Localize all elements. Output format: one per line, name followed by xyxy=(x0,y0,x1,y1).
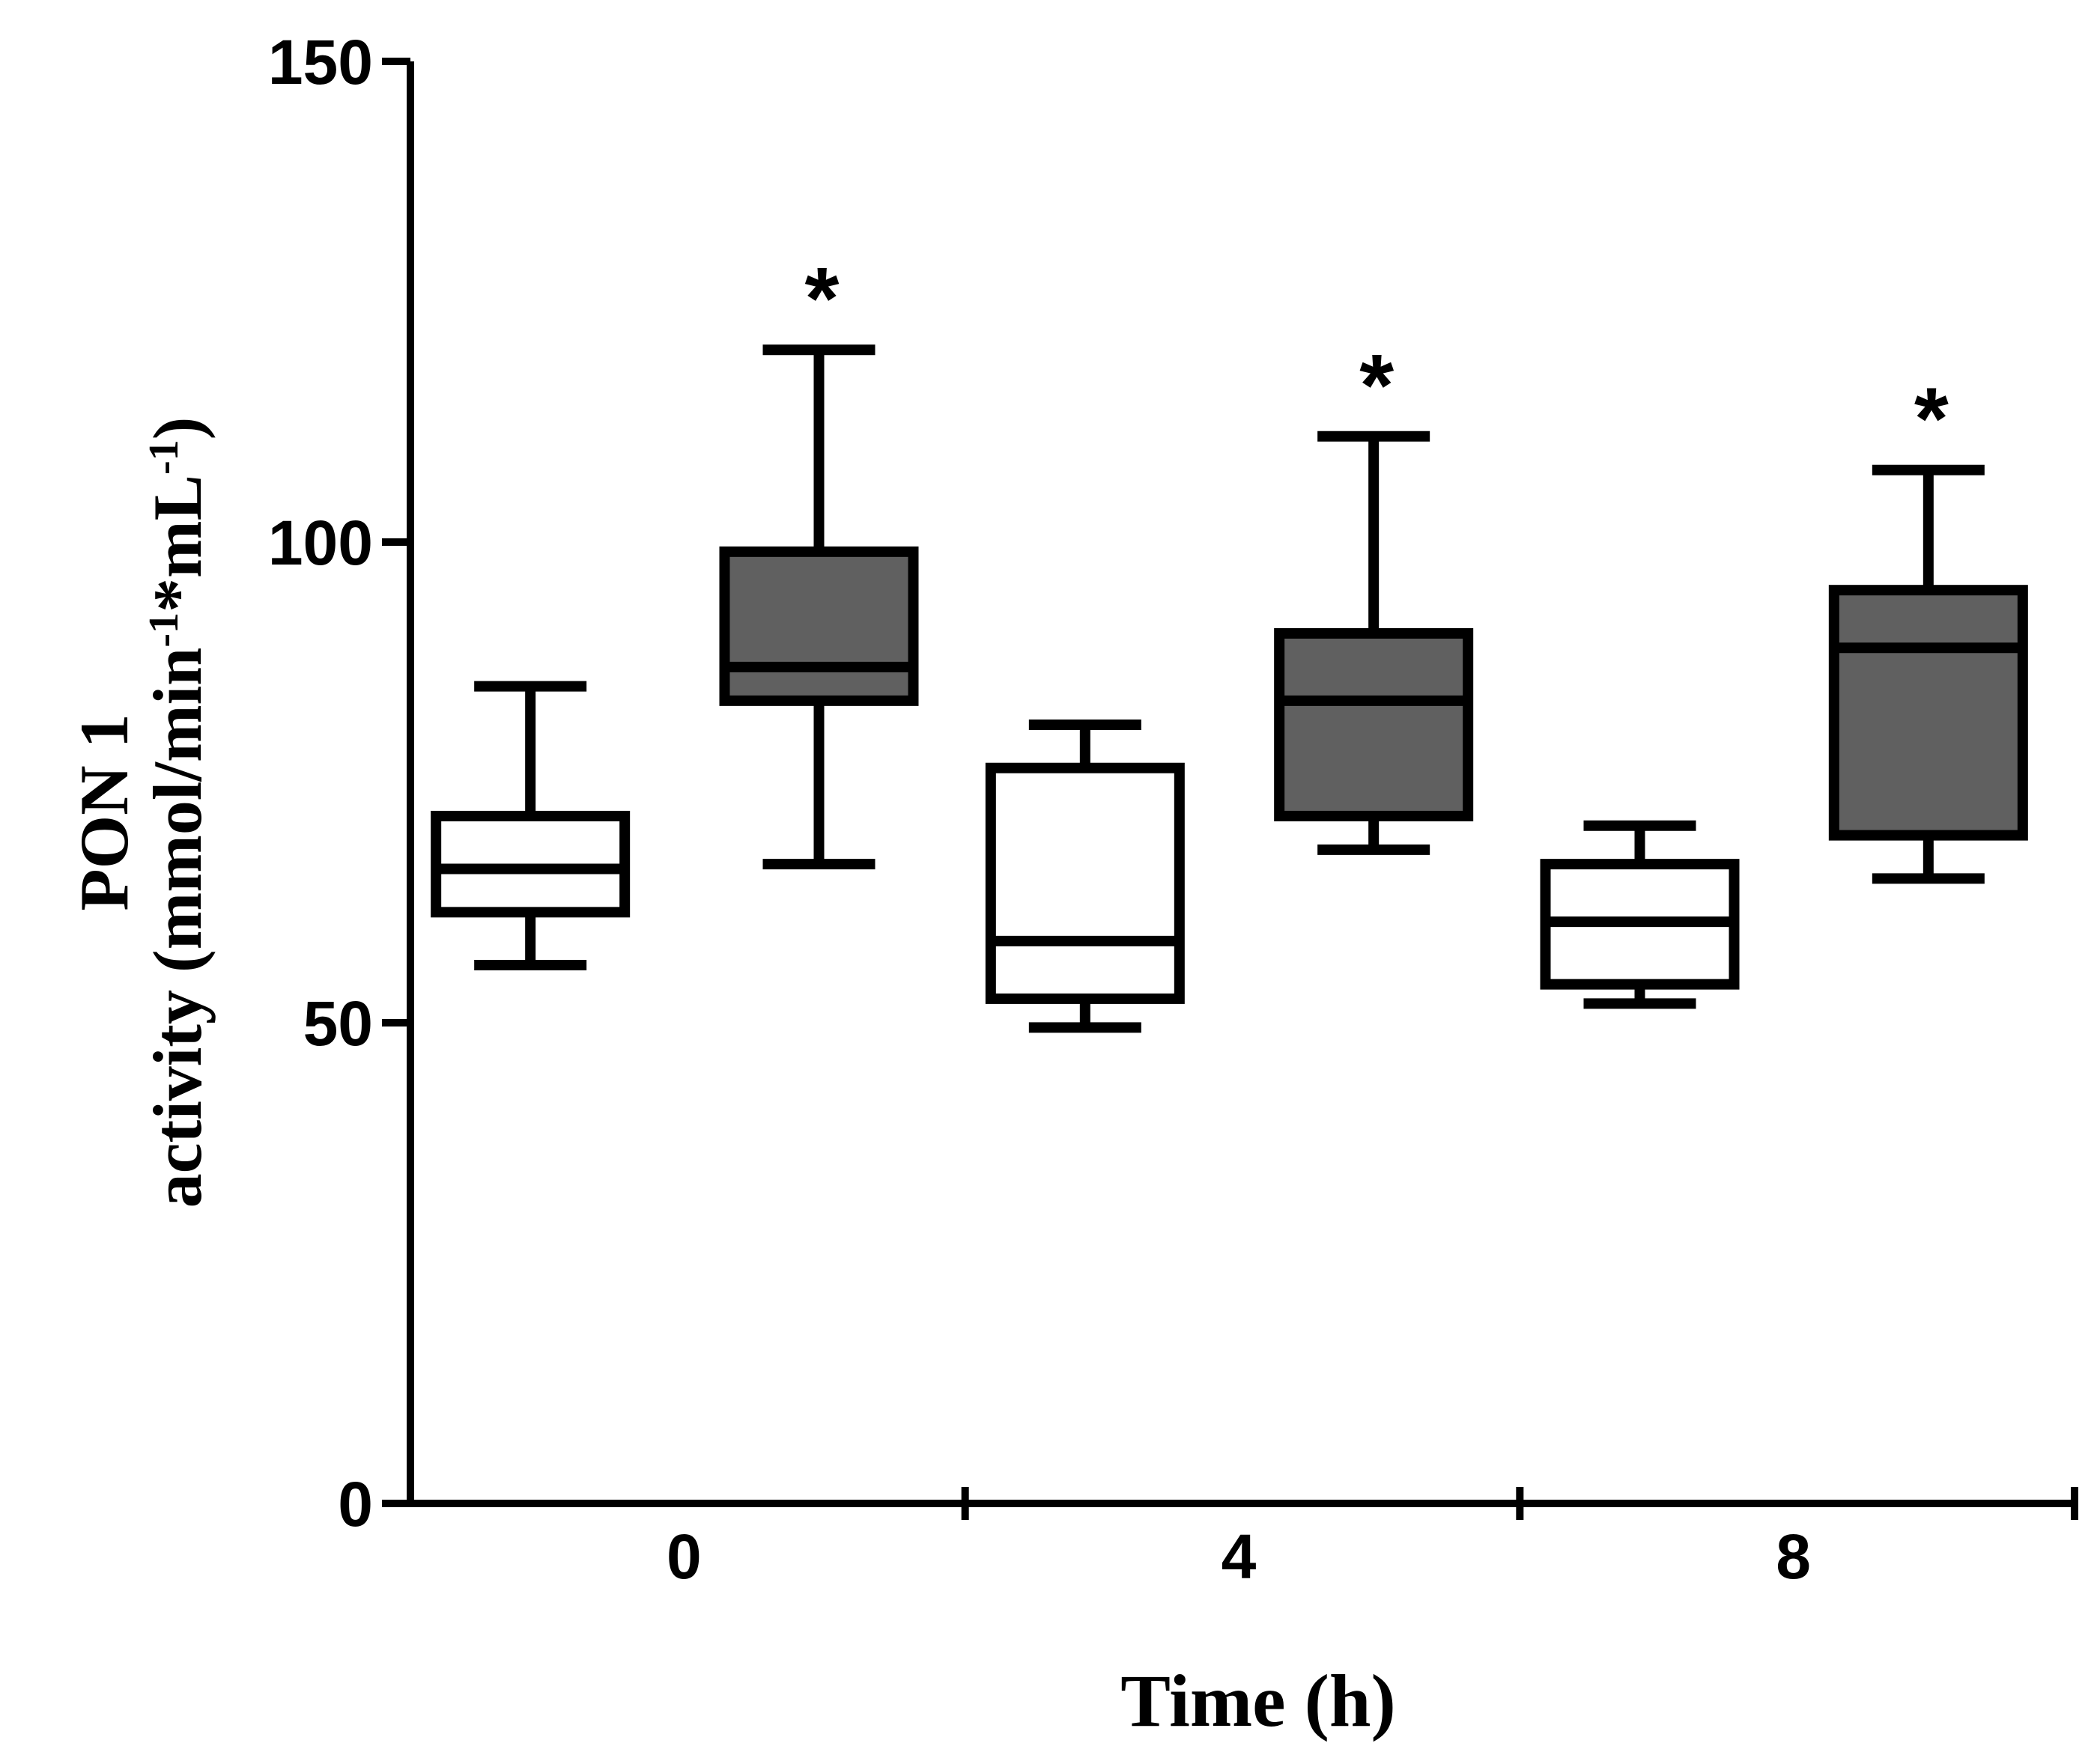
y-ticks: 0 50 100 150 xyxy=(268,27,410,1539)
x-tick-label-4: 4 xyxy=(1222,1521,1257,1592)
y-tick-label-150: 150 xyxy=(268,27,373,97)
axes: 0 50 100 150 0 4 8 xyxy=(268,27,2078,1592)
box-control-0 xyxy=(431,681,631,970)
significance-marker: * xyxy=(1914,370,1949,469)
x-ticks: 0 4 8 xyxy=(667,1487,2078,1592)
box-treated-4: * xyxy=(1274,336,1474,855)
y-axis-title-mid: *mL xyxy=(139,475,216,612)
significance-marker: * xyxy=(1359,336,1394,435)
box-control-8 xyxy=(1540,820,1740,1009)
x-tick-label-0: 0 xyxy=(667,1521,702,1592)
iqr-box xyxy=(1274,627,1474,821)
significance-marker: * xyxy=(805,249,840,348)
y-axis-title-sup1: -1 xyxy=(141,612,187,648)
y-axis-title-sup2: -1 xyxy=(141,440,187,475)
box-treated-8: * xyxy=(1828,370,2028,884)
y-axis-title-suffix: ) xyxy=(139,417,216,440)
iqr-box xyxy=(719,546,919,706)
boxes: * * * xyxy=(431,249,2028,1033)
x-axis-title: Time (h) xyxy=(1120,1659,1396,1742)
y-tick-label-0: 0 xyxy=(338,1469,373,1539)
box-treated-0: * xyxy=(719,249,919,870)
y-axis-title: PON 1 activity (mmol/min-1*mL-1) xyxy=(66,417,216,1208)
y-tick-label-50: 50 xyxy=(303,988,373,1059)
y-tick-label-100: 100 xyxy=(268,508,373,578)
iqr-box xyxy=(985,762,1185,1004)
y-axis-title-prefix: activity (mmol/min xyxy=(139,648,216,1208)
box-control-4 xyxy=(985,719,1185,1033)
y-axis-title-line1: PON 1 xyxy=(66,714,142,910)
iqr-box xyxy=(1828,585,2028,841)
y-axis-title-line2: activity (mmol/min-1*mL-1) xyxy=(139,417,216,1208)
x-tick-label-8: 8 xyxy=(1776,1521,1811,1592)
